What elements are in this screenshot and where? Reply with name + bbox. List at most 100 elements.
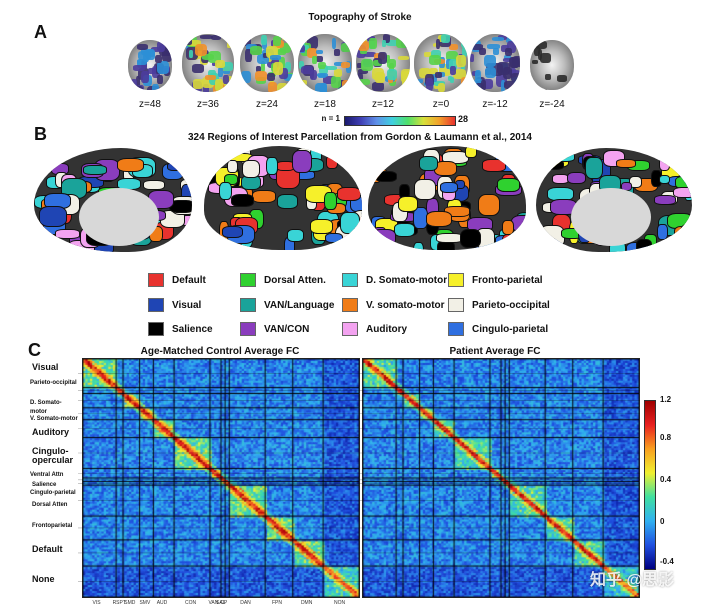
network-x-tick: AUD: [156, 600, 168, 606]
network-x-tick: CON: [185, 600, 197, 606]
legend-label: V. somato-motor: [366, 299, 445, 311]
colorbar-max-label: 28: [458, 114, 469, 124]
legend-swatch: [342, 273, 358, 287]
axial-slice: [356, 34, 410, 92]
panel-b-title: 324 Regions of Interest Parcellation fro…: [188, 132, 532, 143]
lateral-surface: [368, 146, 526, 250]
control-fc-matrix: [82, 358, 360, 598]
legend-label: Default: [172, 274, 206, 286]
legend-swatch: [240, 273, 256, 287]
legend-label: D. Somato-motor: [366, 274, 448, 286]
legend-swatch: [448, 298, 464, 312]
fc-colorbar: [644, 400, 656, 570]
axial-slice: [298, 34, 352, 92]
legend-item: Visual: [148, 298, 201, 312]
legend-label: VAN/Language: [264, 299, 335, 311]
panel-b-letter: B: [34, 124, 47, 144]
legend-item: Parieto-occipital: [448, 298, 550, 312]
colorbar-tick: -0.4: [660, 557, 674, 566]
legend-label: Dorsal Atten.: [264, 274, 326, 286]
network-row-label: Visual: [32, 362, 59, 372]
medial-surface: [536, 148, 692, 252]
z-label: z=12: [372, 99, 394, 110]
network-row-label: Ventral Attn: [30, 472, 64, 478]
network-x-tick: CP: [220, 600, 228, 606]
legend-item: D. Somato-motor: [342, 273, 447, 287]
network-row-label: D. Somato-motor: [30, 400, 62, 415]
network-row-label: Default: [32, 544, 63, 554]
patient-fc-matrix: [362, 358, 640, 598]
watermark: 知乎 @思影: [590, 572, 675, 589]
network-x-tick: SMD: [124, 600, 136, 606]
network-row-label: Cingulo-parietal: [30, 490, 76, 496]
network-x-tick: FPN: [271, 600, 282, 606]
axial-slice: [240, 34, 294, 92]
legend-swatch: [342, 298, 358, 312]
network-row-label: Cingulo-opercular: [32, 446, 74, 465]
legend-item: Dorsal Atten.: [240, 273, 326, 287]
legend-label: Parieto-occipital: [472, 299, 550, 311]
legend-item: Fronto-parietal: [448, 273, 543, 287]
network-row-label: Parieto-occipital: [30, 380, 77, 386]
network-x-tick: DAN: [240, 600, 251, 606]
colorbar-tick: 1.2: [660, 395, 672, 404]
legend-label: Cingulo-parietal: [472, 323, 549, 335]
legend-item: VAN/CON: [240, 322, 309, 336]
patient-fc-title: Patient Average FC: [449, 346, 541, 357]
axial-slice: [414, 34, 468, 92]
axial-slice: [128, 40, 172, 90]
legend-label: Auditory: [366, 323, 408, 335]
legend-item: Default: [148, 273, 206, 287]
legend-item: Salience: [148, 322, 213, 336]
z-label: z=24: [256, 99, 278, 110]
network-row-label: Auditory: [32, 427, 69, 437]
axial-slice: [182, 34, 234, 92]
z-label: z=-24: [539, 99, 565, 110]
control-fc-title: Age-Matched Control Average FC: [140, 346, 300, 357]
legend-swatch: [148, 322, 164, 336]
network-x-tick: SAL: [216, 600, 226, 606]
network-x-tick: DMN: [300, 600, 313, 606]
legend-swatch: [240, 298, 256, 312]
legend-item: Auditory: [342, 322, 407, 336]
axial-slice: [470, 34, 520, 92]
network-x-tick: NON: [334, 600, 346, 606]
legend-swatch: [448, 322, 464, 336]
stroke-colorbar: [344, 116, 456, 126]
medial-surface: [34, 148, 192, 252]
legend-item: V. somato-motor: [342, 298, 445, 312]
z-label: z=48: [139, 99, 161, 110]
legend-swatch: [148, 273, 164, 287]
network-row-label: Dorsal Atten: [32, 502, 68, 508]
panel-c-letter: C: [28, 340, 41, 360]
network-x-tick: VAN: [208, 600, 219, 606]
axial-slice: [530, 40, 574, 90]
legend-label: Fronto-parietal: [472, 274, 543, 286]
legend-swatch: [448, 273, 464, 287]
z-label: z=0: [432, 99, 450, 110]
network-row-label: V. Somato-motor: [30, 416, 78, 422]
network-row-label: Salience: [32, 482, 57, 488]
legend-label: Visual: [172, 299, 202, 311]
network-x-tick: SMV: [139, 600, 151, 606]
colorbar-tick: 0.8: [660, 433, 672, 442]
legend-item: Cingulo-parietal: [448, 322, 548, 336]
panel-a-letter: A: [34, 22, 47, 42]
legend-item: VAN/Language: [240, 298, 334, 312]
colorbar-tick: 0: [660, 517, 665, 526]
network-row-label: None: [32, 574, 55, 584]
legend-swatch: [148, 298, 164, 312]
colorbar-tick: 0.4: [660, 475, 672, 484]
colorbar-min-label: n = 1: [321, 114, 340, 123]
network-x-tick: VIS: [92, 600, 101, 606]
network-x-tick: RSPT: [112, 600, 126, 606]
legend-label: Salience: [172, 323, 213, 335]
z-label: z=-12: [482, 99, 508, 110]
legend-label: VAN/CON: [264, 323, 310, 335]
lateral-surface: [204, 146, 362, 250]
panel-a-title: Topography of Stroke: [308, 12, 412, 23]
z-label: z=36: [197, 99, 219, 110]
legend-swatch: [342, 322, 358, 336]
network-row-label: Frontoparietal: [32, 523, 73, 529]
legend-swatch: [240, 322, 256, 336]
